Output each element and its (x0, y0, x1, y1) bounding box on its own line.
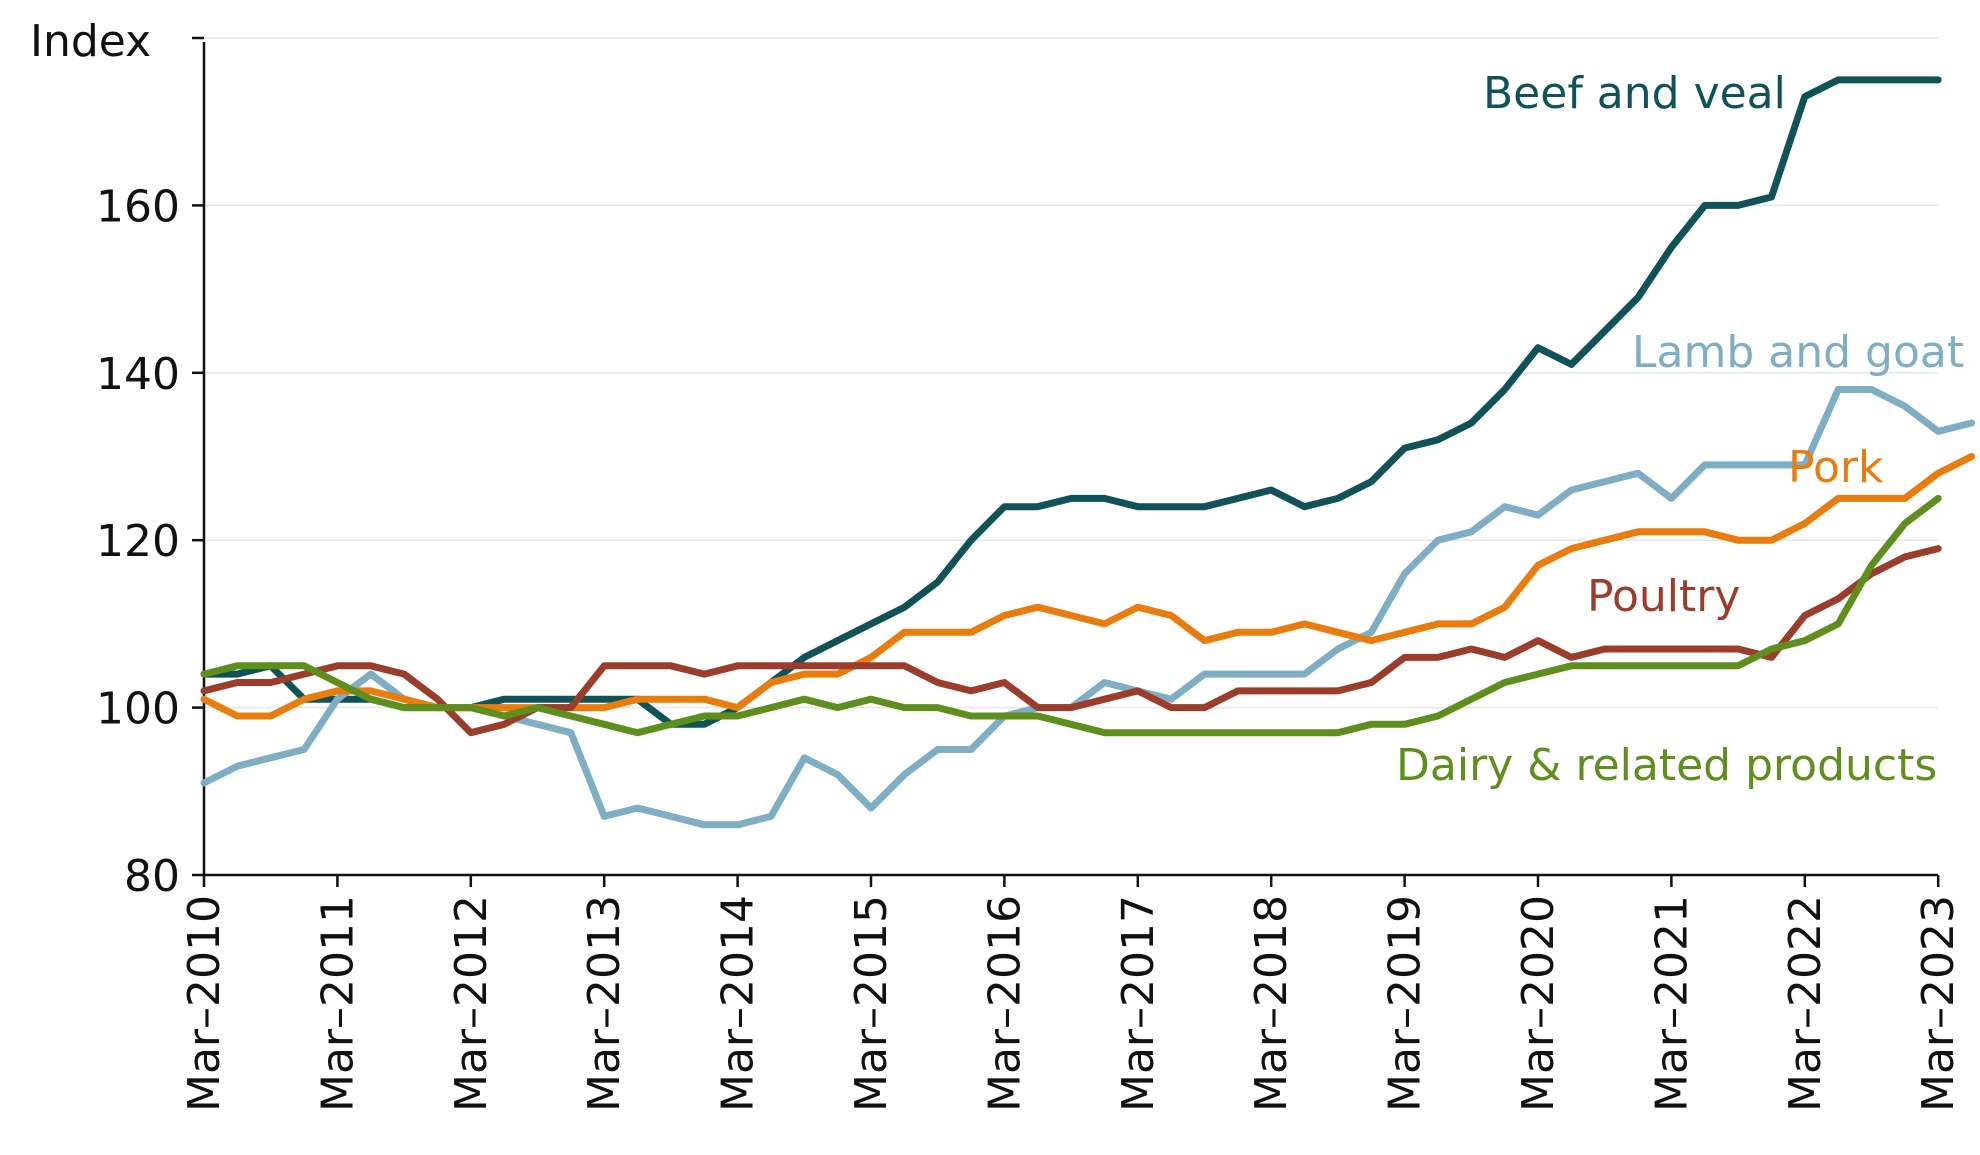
y-tick-label-160: 160 (96, 181, 180, 232)
y-axis-title: Index (30, 16, 151, 67)
x-tick-label-9: Mar–2019 (1380, 895, 1431, 1112)
series-labels: Beef and veal Lamb and goat Pork Poultry… (1396, 68, 1964, 791)
y-tick-label-80: 80 (124, 851, 180, 902)
x-tick-label-1: Mar–2011 (312, 895, 363, 1112)
x-tick-label-13: Mar–2023 (1913, 895, 1964, 1112)
series-label-pork: Pork (1788, 442, 1884, 493)
y-ticks: 80 100 120 140 160 (96, 36, 204, 902)
axes (202, 42, 1938, 877)
gridlines (204, 37, 1938, 709)
x-tick-label-0: Mar–2010 (179, 895, 230, 1112)
y-tick-label-120: 120 (96, 516, 180, 567)
series-label-beef-and-veal: Beef and veal (1483, 68, 1786, 119)
series-line-poultry (200, 545, 1942, 737)
x-tick-label-4: Mar–2014 (713, 895, 764, 1112)
y-tick-label-140: 140 (96, 349, 180, 400)
x-tick-label-11: Mar–2021 (1646, 895, 1697, 1112)
series-label-dairy: Dairy & related products (1396, 740, 1937, 791)
x-tick-label-10: Mar–2020 (1513, 895, 1564, 1112)
x-tick-label-6: Mar–2016 (979, 895, 1030, 1112)
x-tick-label-7: Mar–2017 (1113, 895, 1164, 1112)
x-tick-label-8: Mar–2018 (1246, 895, 1297, 1112)
x-tick-label-5: Mar–2015 (846, 895, 897, 1112)
series-label-lamb-and-goat: Lamb and goat (1632, 327, 1964, 378)
x-ticks: Mar–2010 Mar–2011 Mar–2012 Mar–2013 Mar–2014… (179, 875, 1964, 1112)
y-tick-label-100: 100 (96, 684, 180, 735)
series-label-poultry: Poultry (1587, 571, 1740, 622)
x-tick-label-2: Mar–2012 (446, 895, 497, 1112)
x-tick-label-3: Mar–2013 (579, 895, 630, 1112)
series-line-pork (200, 453, 1976, 720)
series-line-dairy-related-products (200, 494, 1942, 737)
series-line-beef-and-veal (200, 76, 1942, 728)
series-lines (200, 76, 1976, 829)
x-tick-label-12: Mar–2022 (1780, 895, 1831, 1112)
